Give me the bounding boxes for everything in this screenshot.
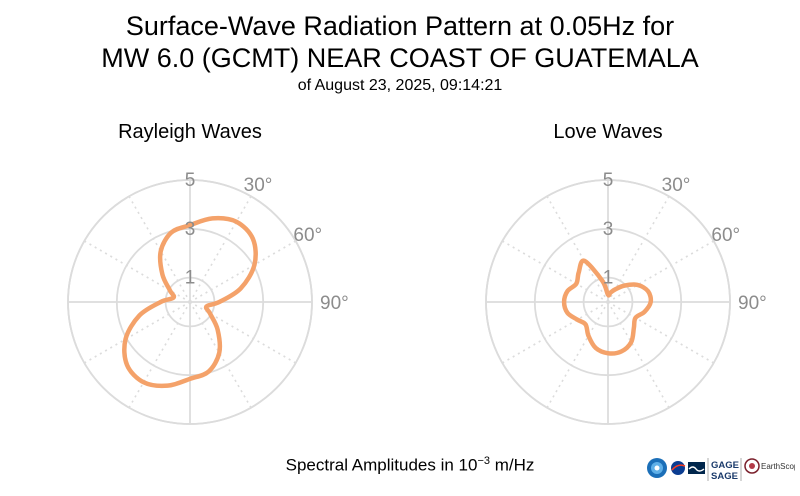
rayleigh-panel-title: Rayleigh Waves — [118, 121, 262, 143]
rayleigh-spoke-300 — [83, 240, 191, 303]
love-radiation-curve — [561, 258, 654, 356]
love-spoke-120 — [607, 301, 715, 364]
sponsor-logos: GAGE SAGE EarthScope — [647, 458, 795, 482]
love-angle-tick-label: 30° — [662, 175, 691, 196]
love-spoke-300 — [501, 240, 609, 303]
love-r-tick-label: 1 — [603, 268, 614, 289]
love-spoke-240 — [501, 301, 609, 364]
rayleigh-radiation-curve — [122, 215, 258, 389]
love-spoke-30 — [607, 195, 670, 303]
love-angle-tick-label: 90° — [738, 293, 767, 314]
rayleigh-angle-tick-label: 90° — [320, 293, 349, 314]
amplitude-units-caption: Spectral Amplitudes in 10−3 m/Hz — [0, 455, 800, 476]
sage-logo-text: SAGE — [711, 471, 738, 482]
love-angle-tick-label: 60° — [711, 225, 740, 246]
rayleigh-r-tick-label: 3 — [185, 219, 196, 240]
gage-logo-text: GAGE — [711, 460, 739, 471]
units-exponent: −3 — [477, 455, 490, 467]
rayleigh-angle-tick-label: 30° — [244, 175, 273, 196]
rayleigh-spoke-120 — [189, 301, 297, 364]
usgs-logo — [688, 462, 705, 474]
earthscope-logo: EarthScope — [744, 458, 795, 474]
love-spoke-330 — [546, 195, 609, 303]
rayleigh-spoke-240 — [83, 301, 191, 364]
love-r-tick-label: 5 — [603, 170, 614, 191]
love-outer-ring — [485, 179, 731, 425]
love-spoke-210 — [546, 301, 609, 409]
love-r-tick-label: 3 — [603, 219, 614, 240]
chart-title-line1: Surface-Wave Radiation Pattern at 0.05Hz… — [125, 11, 675, 41]
rayleigh-spoke-210 — [128, 301, 191, 409]
units-prefix: Spectral Amplitudes in 10 — [285, 455, 478, 475]
earthscope-logo-text: EarthScope — [761, 462, 795, 471]
chart-subtitle: of August 23, 2025, 09:14:21 — [297, 77, 503, 94]
love-spoke-60 — [607, 240, 715, 303]
rayleigh-spoke-30 — [189, 195, 252, 303]
nasa-logo — [671, 461, 686, 475]
nsf-logo — [647, 458, 667, 478]
rayleigh-spoke-60 — [189, 240, 297, 303]
rayleigh-ring-3 — [115, 227, 265, 377]
rayleigh-r-tick-label: 5 — [185, 170, 196, 191]
rayleigh-angle-tick-label: 60° — [293, 225, 322, 246]
love-ring-1 — [582, 276, 634, 328]
love-panel-title: Love Waves — [553, 121, 662, 143]
units-suffix: m/Hz — [490, 455, 535, 475]
chart-title-line2: MW 6.0 (GCMT) NEAR COAST OF GUATEMALA — [101, 43, 699, 73]
rayleigh-r-tick-label: 1 — [185, 268, 196, 289]
love-ring-3 — [533, 227, 683, 377]
rayleigh-outer-ring — [67, 179, 313, 425]
love-spoke-150 — [607, 301, 670, 409]
